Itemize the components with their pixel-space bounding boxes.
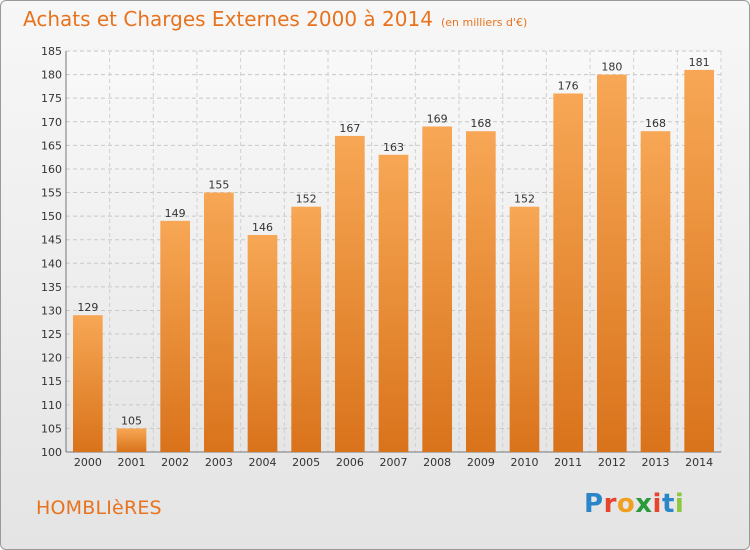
y-tick-label: 185 (41, 45, 62, 58)
y-tick-label: 165 (41, 139, 62, 152)
y-tick-label: 105 (41, 422, 62, 435)
y-tick-label: 135 (41, 281, 62, 294)
y-tick-label: 175 (41, 92, 62, 105)
bar (509, 206, 540, 452)
logo-letter: P (584, 489, 604, 519)
x-tick-label: 2004 (249, 456, 277, 469)
data-label: 180 (601, 61, 622, 74)
bar (640, 131, 671, 452)
logo-letter: t (661, 489, 675, 519)
x-tick-label: 2003 (205, 456, 233, 469)
data-label: 105 (121, 414, 142, 427)
y-tick-label: 160 (41, 163, 62, 176)
data-label: 167 (339, 122, 360, 135)
logo-letter: x (635, 489, 653, 519)
data-label: 155 (208, 179, 229, 192)
y-tick-label: 115 (41, 375, 62, 388)
bar (422, 126, 453, 452)
bar (247, 234, 278, 452)
x-tick-label: 2012 (598, 456, 626, 469)
y-tick-label: 110 (41, 399, 62, 412)
logo-letter: o (616, 489, 636, 519)
logo-letter: i (674, 489, 685, 519)
y-tick-label: 170 (41, 116, 62, 129)
y-tick-label: 180 (41, 69, 62, 82)
data-label: 168 (470, 117, 491, 130)
bar (334, 135, 365, 452)
proxiti-logo: Proxiti (584, 489, 684, 519)
chart-unit: (en milliers d'€) (440, 16, 528, 29)
bar (291, 206, 322, 452)
data-label: 163 (383, 141, 404, 154)
x-tick-label: 2008 (423, 456, 451, 469)
x-tick-label: 2013 (642, 456, 670, 469)
x-tick-label: 2000 (74, 456, 102, 469)
bar (72, 315, 103, 452)
bar (553, 93, 584, 452)
x-tick-label: 2005 (292, 456, 320, 469)
y-tick-label: 125 (41, 328, 62, 341)
x-tick-label: 2007 (380, 456, 408, 469)
y-tick-label: 150 (41, 210, 62, 223)
data-label: 149 (165, 207, 186, 220)
bar (596, 74, 627, 453)
data-label: 169 (427, 112, 448, 125)
chart-title-text: Achats et Charges Externes 2000 à 2014 (23, 7, 433, 31)
x-tick-label: 2010 (511, 456, 539, 469)
data-label: 181 (689, 56, 710, 69)
bar (203, 192, 234, 452)
bar (378, 154, 409, 452)
bar (465, 131, 496, 452)
y-tick-label: 100 (41, 446, 62, 459)
y-tick-label: 140 (41, 257, 62, 270)
x-tick-label: 2009 (467, 456, 495, 469)
x-tick-label: 2006 (336, 456, 364, 469)
data-label: 152 (514, 193, 535, 206)
y-tick-label: 145 (41, 234, 62, 247)
bar (684, 69, 715, 452)
data-label: 176 (558, 79, 579, 92)
bar (160, 220, 191, 452)
logo-letter: i (652, 489, 662, 519)
x-tick-label: 2014 (685, 456, 713, 469)
y-tick-label: 130 (41, 304, 62, 317)
data-label: 129 (77, 301, 98, 314)
data-label: 152 (296, 193, 317, 206)
chart-title: Achats et Charges Externes 2000 à 2014 (e… (23, 7, 527, 31)
x-tick-label: 2001 (118, 456, 146, 469)
data-label: 146 (252, 221, 273, 234)
x-tick-label: 2002 (161, 456, 189, 469)
bar (116, 428, 147, 452)
logo-letter: r (603, 489, 617, 519)
y-tick-label: 155 (41, 187, 62, 200)
data-label: 168 (645, 117, 666, 130)
x-tick-label: 2011 (554, 456, 582, 469)
commune-name: HOMBLIèRES (36, 497, 162, 519)
y-tick-label: 120 (41, 352, 62, 365)
